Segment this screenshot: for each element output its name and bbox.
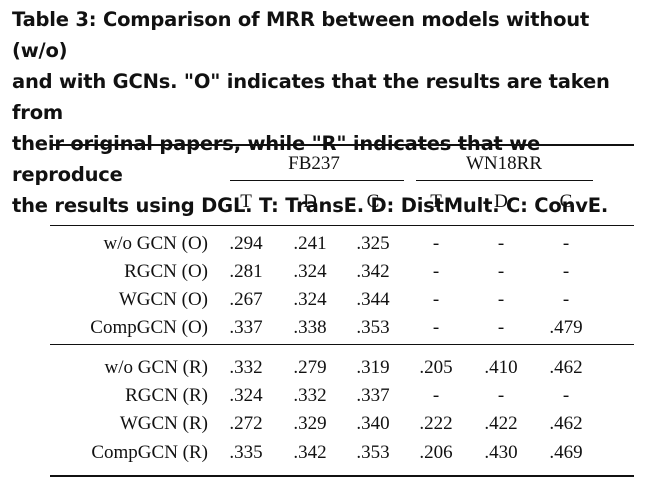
- row-model-name: WGCN (R): [119, 413, 208, 434]
- table-cell: -: [497, 289, 505, 310]
- column-header: D: [303, 191, 317, 212]
- table-cell: .329: [293, 413, 327, 434]
- column-header: T: [240, 191, 252, 212]
- group-header-wn18rr: WN18RR: [466, 153, 542, 174]
- table-cell: .462: [549, 413, 583, 434]
- table-cell: .353: [356, 317, 390, 338]
- table-cell: .335: [229, 442, 263, 463]
- table-cell: .294: [229, 233, 263, 254]
- wn18rr-group-rule: [416, 180, 593, 181]
- column-header: C: [366, 191, 380, 212]
- table-cell: .324: [293, 289, 327, 310]
- table-cell: -: [432, 385, 440, 406]
- table-cell: .353: [356, 442, 390, 463]
- table-cell: .319: [356, 357, 390, 378]
- top-rule: [50, 144, 634, 146]
- table-cell: .410: [484, 357, 518, 378]
- row-model-name: w/o GCN (O): [103, 233, 209, 254]
- row-model-name: CompGCN (O): [90, 317, 208, 338]
- table-cell: .324: [229, 385, 263, 406]
- table-cell: -: [562, 261, 570, 282]
- table-cell: .342: [356, 261, 390, 282]
- table-cell: .206: [419, 442, 453, 463]
- table-cell: .324: [293, 261, 327, 282]
- table-cell: .344: [356, 289, 390, 310]
- table-cell: -: [432, 317, 440, 338]
- table-cell: -: [497, 385, 505, 406]
- table-cell: -: [562, 385, 570, 406]
- table-cell: .279: [293, 357, 327, 378]
- table-cell: .430: [484, 442, 518, 463]
- table-cell: .337: [229, 317, 263, 338]
- table-cell: .462: [549, 357, 583, 378]
- table-cell: .332: [293, 385, 327, 406]
- table-cell: .325: [356, 233, 390, 254]
- group-header-fb237: FB237: [288, 153, 340, 174]
- row-model-name: CompGCN (R): [91, 442, 208, 463]
- table-cell: -: [497, 261, 505, 282]
- section-rule: [50, 344, 634, 345]
- table-cell: -: [562, 289, 570, 310]
- fb237-group-rule: [230, 180, 404, 181]
- table-cell: -: [497, 317, 505, 338]
- table-cell: .267: [229, 289, 263, 310]
- table-cell: .222: [419, 413, 453, 434]
- table-cell: -: [497, 233, 505, 254]
- row-model-name: w/o GCN (R): [104, 357, 208, 378]
- table-cell: .338: [293, 317, 327, 338]
- bottom-rule: [50, 475, 634, 477]
- row-model-name: RGCN (R): [125, 385, 208, 406]
- table-cell: .332: [229, 357, 263, 378]
- table-cell: .241: [293, 233, 327, 254]
- row-model-name: WGCN (O): [118, 289, 208, 310]
- table-cell: -: [562, 233, 570, 254]
- table-cell: .469: [549, 442, 583, 463]
- table-cell: .340: [356, 413, 390, 434]
- column-header: D: [494, 191, 508, 212]
- column-header: C: [559, 191, 573, 212]
- table-cell: -: [432, 289, 440, 310]
- table-caption: Table 3: Comparison of MRR between model…: [12, 8, 610, 217]
- table-cell: -: [432, 233, 440, 254]
- table-cell: .479: [549, 317, 583, 338]
- table-cell: .205: [419, 357, 453, 378]
- table-cell: .281: [229, 261, 263, 282]
- row-model-name: RGCN (O): [124, 261, 208, 282]
- column-header: T: [430, 191, 442, 212]
- table-cell: .422: [484, 413, 518, 434]
- table-cell: -: [432, 261, 440, 282]
- table-cell: .337: [356, 385, 390, 406]
- table-cell: .272: [229, 413, 263, 434]
- header-rule: [50, 225, 634, 226]
- table-cell: .342: [293, 442, 327, 463]
